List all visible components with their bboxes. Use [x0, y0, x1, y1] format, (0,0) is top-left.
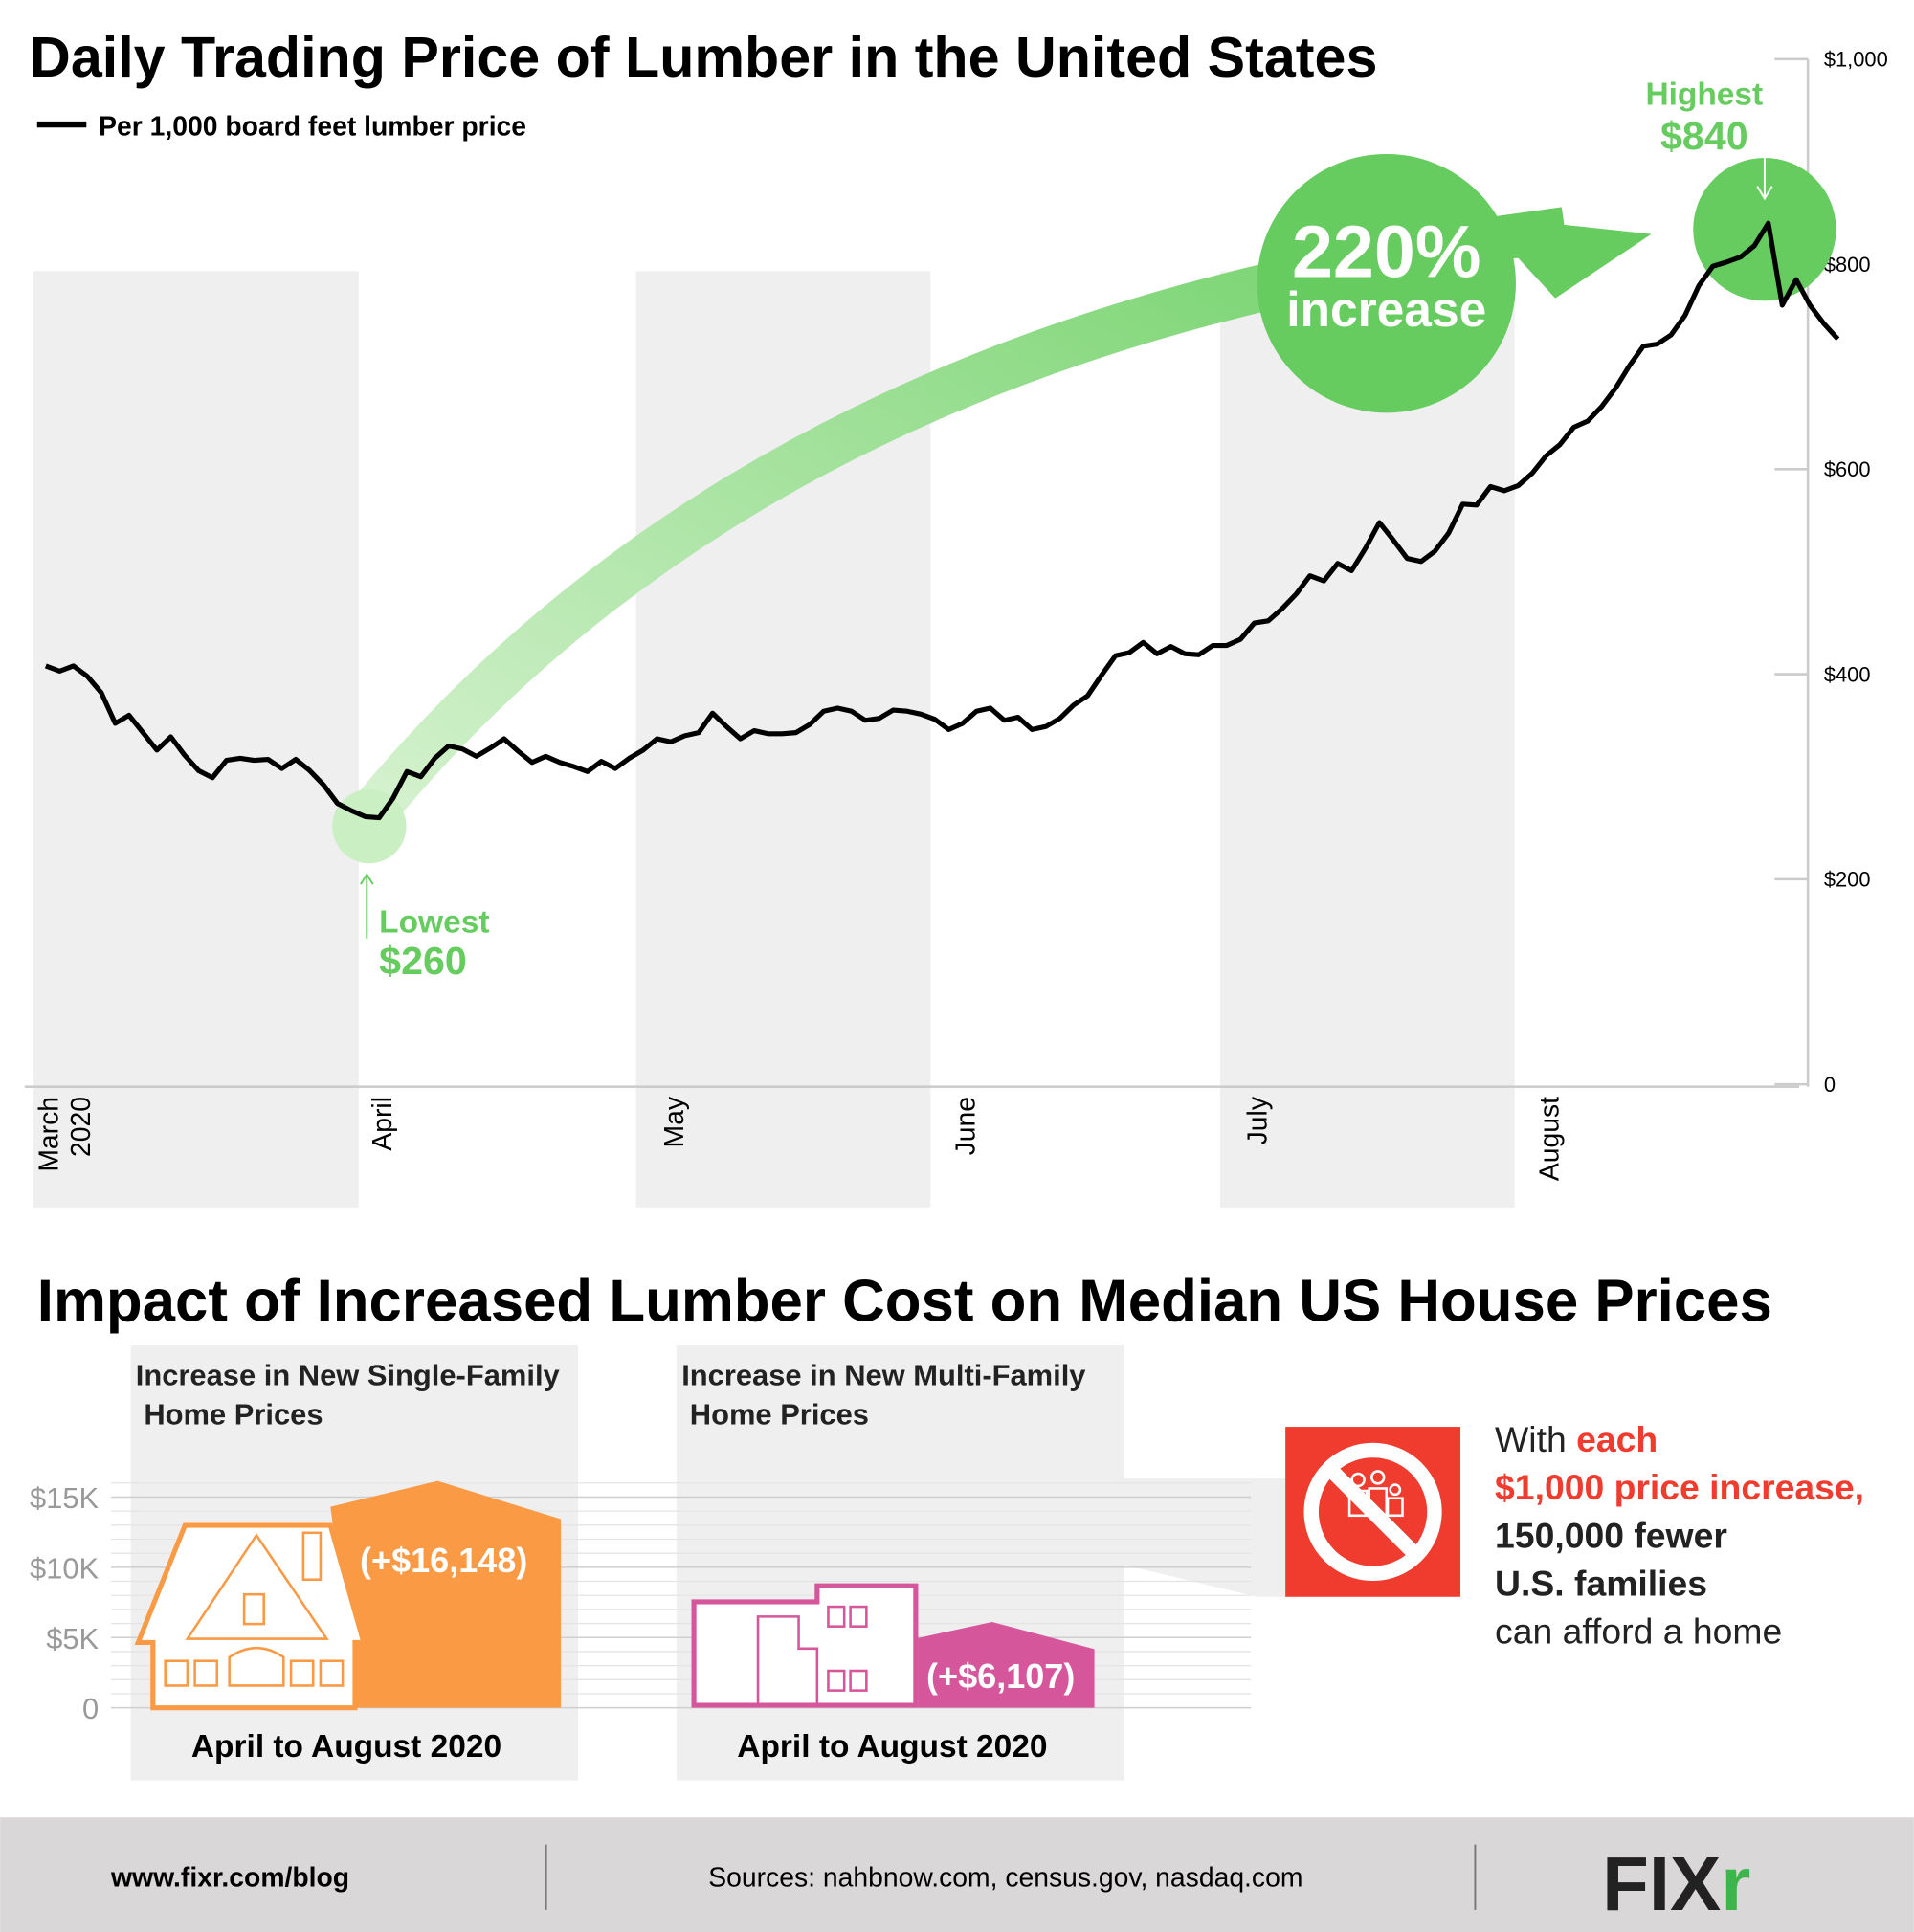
legend-label: Per 1,000 board feet lumber price — [99, 112, 526, 143]
high-value: $840 — [1660, 114, 1748, 158]
note-line: With each — [1495, 1419, 1658, 1459]
house-window — [301, 1531, 323, 1582]
price-line — [44, 220, 1840, 821]
house-window — [242, 1592, 265, 1626]
building-window — [827, 1669, 846, 1692]
house-outline — [134, 1522, 367, 1711]
x-tick-label: March — [34, 1097, 65, 1172]
panel-title-line: Increase in New Single-Family — [136, 1358, 561, 1391]
high-label: Highest — [1645, 78, 1763, 113]
note-text: $1,000 price increase, — [1495, 1467, 1864, 1507]
panel-title-line: Increase in New Multi-Family — [681, 1358, 1086, 1391]
low-highlight — [332, 788, 407, 864]
y-tick-label: $10K — [30, 1551, 100, 1585]
chart-title: Daily Trading Price of Lumber in the Uni… — [30, 25, 1377, 89]
building-window — [827, 1605, 846, 1628]
x-label: April to August 2020 — [191, 1729, 501, 1765]
y-tick-label: $200 — [1824, 868, 1871, 892]
building-window — [849, 1669, 868, 1692]
month-band — [33, 271, 359, 1208]
building-outline — [691, 1583, 919, 1708]
increase-pct: 220% — [1292, 211, 1481, 294]
panel-title-line: Home Prices — [681, 1397, 869, 1431]
y-tick-label: $600 — [1824, 457, 1871, 481]
note-line: can afford a home — [1495, 1611, 1782, 1652]
increase-circle — [1257, 153, 1516, 413]
x-tick-label: May — [659, 1096, 690, 1147]
logo: FIXr — [1602, 1841, 1750, 1926]
section-title: Impact of Increased Lumber Cost on Media… — [37, 1268, 1772, 1334]
panel-title-line: Home Prices — [136, 1397, 323, 1431]
y-tick-label: 0 — [1824, 1073, 1836, 1097]
no-icon — [1303, 1442, 1442, 1582]
note-text: 150,000 fewer — [1495, 1515, 1727, 1555]
y-tick-label: $15K — [30, 1481, 100, 1515]
footer — [0, 1817, 1914, 1932]
logo-part: r — [1721, 1841, 1750, 1926]
panel-title-text: Increase in New Multi-Family Home Prices — [681, 1358, 1086, 1431]
note-text: can afford a home — [1495, 1611, 1782, 1652]
y-tick-label: $1,000 — [1824, 48, 1888, 72]
x-label: April to August 2020 — [737, 1729, 1047, 1765]
x-tick-label: August — [1534, 1097, 1565, 1181]
note-text: With — [1495, 1419, 1576, 1459]
low-label: Lowest — [379, 904, 489, 940]
house-window — [193, 1659, 219, 1687]
note-text: each — [1576, 1419, 1658, 1459]
note-text: U.S. families — [1495, 1563, 1707, 1603]
bar — [918, 1622, 1095, 1708]
note-line: U.S. families — [1495, 1563, 1707, 1603]
month-band — [1219, 271, 1515, 1208]
increase-arrow — [345, 260, 1287, 838]
low-value: $260 — [379, 939, 467, 983]
house-window — [319, 1659, 345, 1687]
y-tick-label: $5K — [46, 1622, 99, 1655]
low-arrow-head — [360, 872, 374, 885]
logo-part: FIX — [1602, 1841, 1721, 1926]
house-multi — [691, 1583, 919, 1708]
x-tick-label: June — [951, 1097, 982, 1155]
panel-title: Increase in New Multi-Family Home Prices — [681, 1358, 1086, 1431]
house-window — [289, 1659, 315, 1687]
panel-title: Increase in New Single-Family Home Price… — [136, 1358, 561, 1431]
y-tick-label: 0 — [82, 1692, 99, 1725]
house-roof — [185, 1533, 329, 1640]
value-label: (+$6,107) — [926, 1656, 1075, 1696]
family-icon — [1347, 1470, 1404, 1518]
high-arrow-head — [1756, 186, 1773, 201]
house-single — [134, 1522, 367, 1711]
value-label: (+$16,148) — [360, 1541, 527, 1580]
x-year-label: 2020 — [66, 1097, 97, 1157]
house-window — [164, 1659, 189, 1687]
y-tick-label: $800 — [1824, 253, 1871, 277]
sources: Sources: nahbnow.com, census.gov, nasdaq… — [708, 1862, 1302, 1893]
y-tick-label: $400 — [1824, 662, 1871, 686]
note-line: $1,000 price increase, — [1495, 1467, 1864, 1507]
x-tick-label: July — [1243, 1096, 1274, 1144]
bar — [330, 1480, 562, 1708]
x-tick-label: April — [367, 1097, 398, 1151]
site: www.fixr.com/blog — [110, 1862, 349, 1893]
note-line: 150,000 fewer — [1495, 1515, 1727, 1555]
panel-title-text: Increase in New Single-Family Home Price… — [136, 1358, 561, 1431]
no-icon-slash — [1324, 1463, 1422, 1561]
building-line — [756, 1615, 819, 1706]
building-window — [849, 1605, 868, 1628]
house-awning — [228, 1647, 285, 1687]
increase-text: increase — [1286, 281, 1486, 337]
